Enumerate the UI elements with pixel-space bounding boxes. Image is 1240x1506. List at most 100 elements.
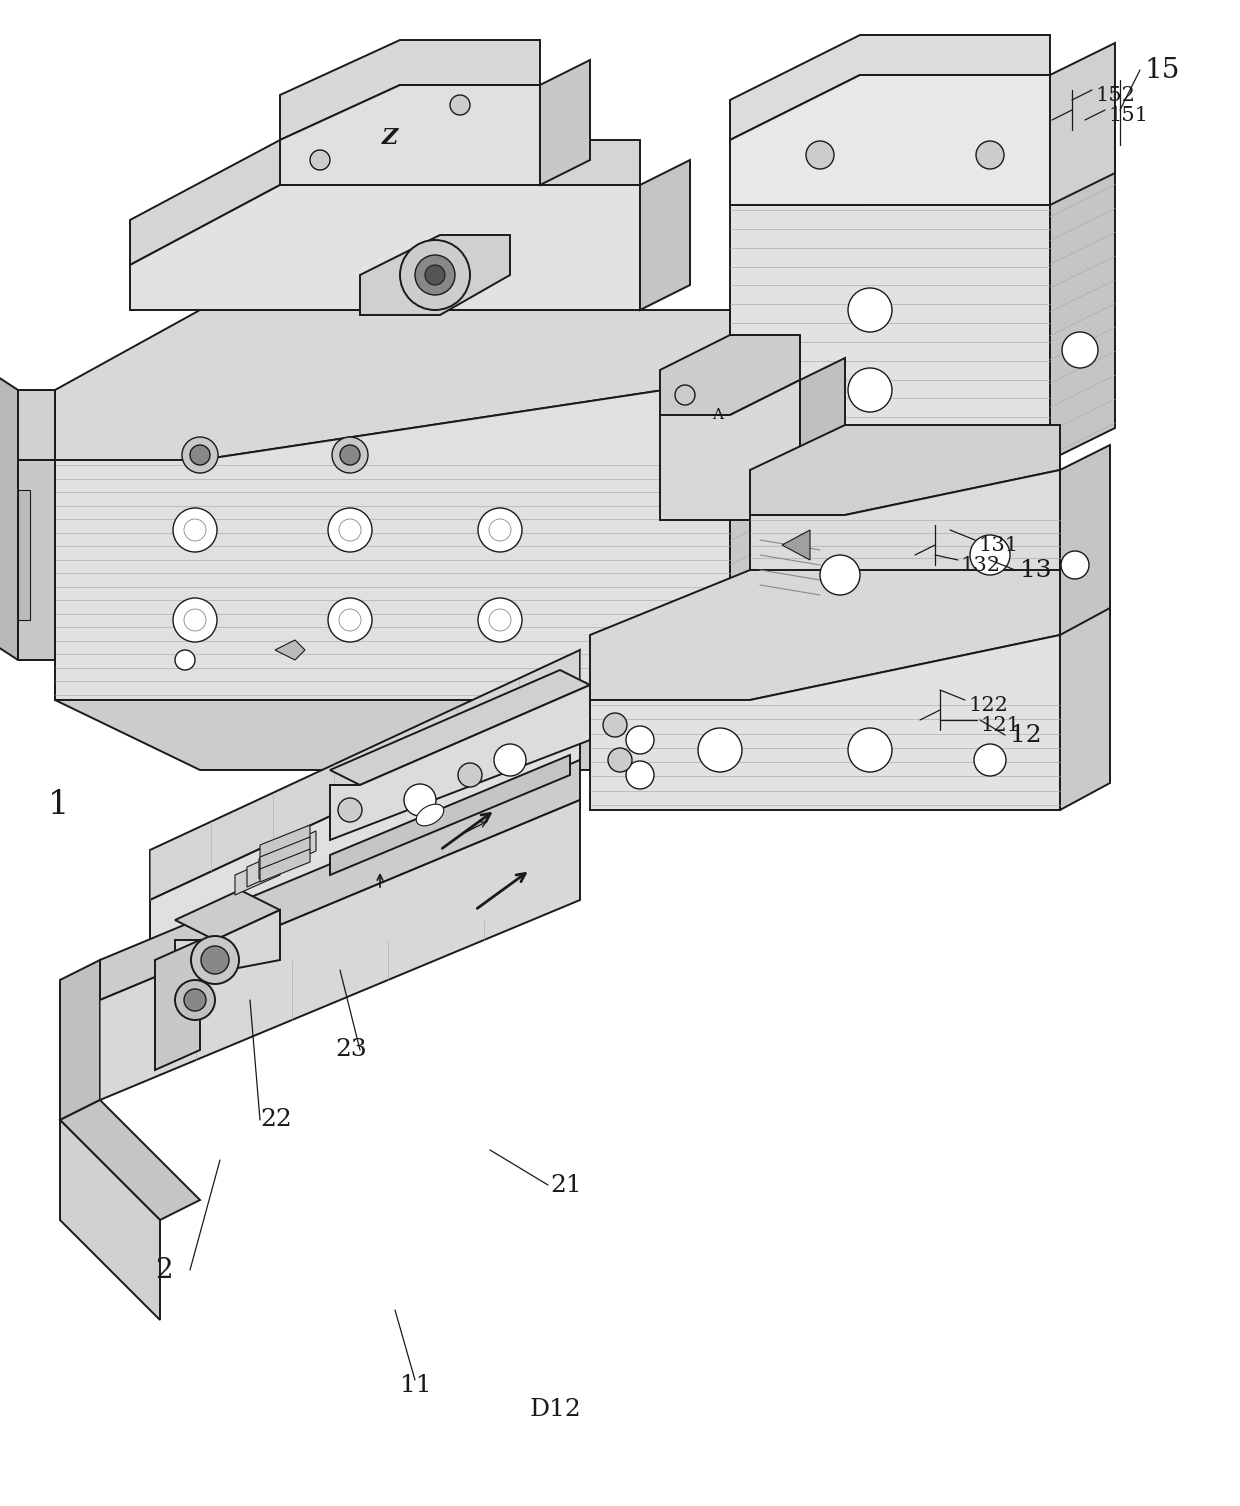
Circle shape xyxy=(190,444,210,465)
Circle shape xyxy=(848,727,892,773)
Circle shape xyxy=(184,520,206,541)
Polygon shape xyxy=(19,390,55,459)
Polygon shape xyxy=(1050,44,1115,205)
Circle shape xyxy=(626,726,653,755)
Polygon shape xyxy=(660,380,800,520)
Text: 12: 12 xyxy=(1011,723,1042,747)
Polygon shape xyxy=(782,530,810,560)
Text: 1: 1 xyxy=(48,789,69,821)
Polygon shape xyxy=(60,959,100,1120)
Circle shape xyxy=(698,727,742,773)
Polygon shape xyxy=(260,849,310,883)
Circle shape xyxy=(191,937,239,983)
Circle shape xyxy=(973,744,1006,776)
Polygon shape xyxy=(55,310,730,459)
Circle shape xyxy=(339,520,361,541)
Circle shape xyxy=(976,142,1004,169)
Polygon shape xyxy=(19,489,30,620)
Circle shape xyxy=(1061,551,1089,578)
Circle shape xyxy=(820,556,861,595)
Circle shape xyxy=(489,608,511,631)
Polygon shape xyxy=(590,569,1060,700)
Polygon shape xyxy=(130,185,640,310)
Polygon shape xyxy=(330,670,590,785)
Polygon shape xyxy=(175,890,280,940)
Circle shape xyxy=(310,151,330,170)
Polygon shape xyxy=(155,940,200,1069)
Circle shape xyxy=(404,785,436,816)
Circle shape xyxy=(175,980,215,1020)
Polygon shape xyxy=(730,345,800,700)
Polygon shape xyxy=(660,334,800,416)
Text: 131: 131 xyxy=(978,536,1018,554)
Circle shape xyxy=(626,761,653,789)
Text: 22: 22 xyxy=(260,1108,291,1131)
Text: A: A xyxy=(713,408,723,422)
Polygon shape xyxy=(730,140,1050,459)
Circle shape xyxy=(184,989,206,1011)
Polygon shape xyxy=(360,235,510,315)
Polygon shape xyxy=(750,425,1060,515)
Polygon shape xyxy=(19,459,55,660)
Polygon shape xyxy=(730,75,1050,205)
Text: 152: 152 xyxy=(1095,86,1135,104)
Circle shape xyxy=(608,748,632,773)
Circle shape xyxy=(174,508,217,553)
Polygon shape xyxy=(539,60,590,185)
Polygon shape xyxy=(150,700,580,959)
Polygon shape xyxy=(330,685,590,840)
Polygon shape xyxy=(1060,608,1110,810)
Polygon shape xyxy=(750,470,1060,640)
Polygon shape xyxy=(100,800,580,1099)
Text: 121: 121 xyxy=(980,715,1021,735)
Polygon shape xyxy=(236,855,280,895)
Circle shape xyxy=(675,386,694,405)
Polygon shape xyxy=(1050,108,1115,459)
Circle shape xyxy=(458,764,482,788)
Circle shape xyxy=(477,598,522,642)
Circle shape xyxy=(184,608,206,631)
Circle shape xyxy=(489,520,511,541)
Polygon shape xyxy=(280,84,539,185)
Polygon shape xyxy=(55,380,730,700)
Circle shape xyxy=(415,255,455,295)
Polygon shape xyxy=(259,839,304,880)
Text: 21: 21 xyxy=(551,1173,582,1196)
Text: D12: D12 xyxy=(529,1399,582,1422)
Circle shape xyxy=(806,142,835,169)
Polygon shape xyxy=(60,1099,200,1220)
Polygon shape xyxy=(150,651,580,901)
Text: 151: 151 xyxy=(1109,105,1148,125)
Polygon shape xyxy=(800,358,844,520)
Polygon shape xyxy=(1060,444,1110,640)
Polygon shape xyxy=(260,837,310,870)
Text: 132: 132 xyxy=(960,556,999,574)
Circle shape xyxy=(329,598,372,642)
Circle shape xyxy=(329,508,372,553)
Circle shape xyxy=(425,265,445,285)
Polygon shape xyxy=(272,831,316,870)
Polygon shape xyxy=(590,636,1060,810)
Circle shape xyxy=(1061,331,1097,367)
Circle shape xyxy=(182,437,218,473)
Polygon shape xyxy=(280,41,539,140)
Polygon shape xyxy=(260,825,310,858)
Text: 13: 13 xyxy=(1021,559,1052,581)
Polygon shape xyxy=(247,846,291,887)
Circle shape xyxy=(175,651,195,670)
Circle shape xyxy=(450,95,470,114)
Polygon shape xyxy=(730,75,1050,205)
Circle shape xyxy=(848,288,892,331)
Polygon shape xyxy=(0,375,19,660)
Polygon shape xyxy=(130,140,640,265)
Text: 15: 15 xyxy=(1145,57,1180,83)
Circle shape xyxy=(494,744,526,776)
Text: 122: 122 xyxy=(968,696,1008,714)
Text: Z: Z xyxy=(382,127,398,149)
Polygon shape xyxy=(175,910,280,980)
Circle shape xyxy=(848,367,892,413)
Text: 2: 2 xyxy=(155,1256,172,1283)
Polygon shape xyxy=(730,35,1050,140)
Polygon shape xyxy=(55,700,730,770)
Circle shape xyxy=(970,535,1011,575)
